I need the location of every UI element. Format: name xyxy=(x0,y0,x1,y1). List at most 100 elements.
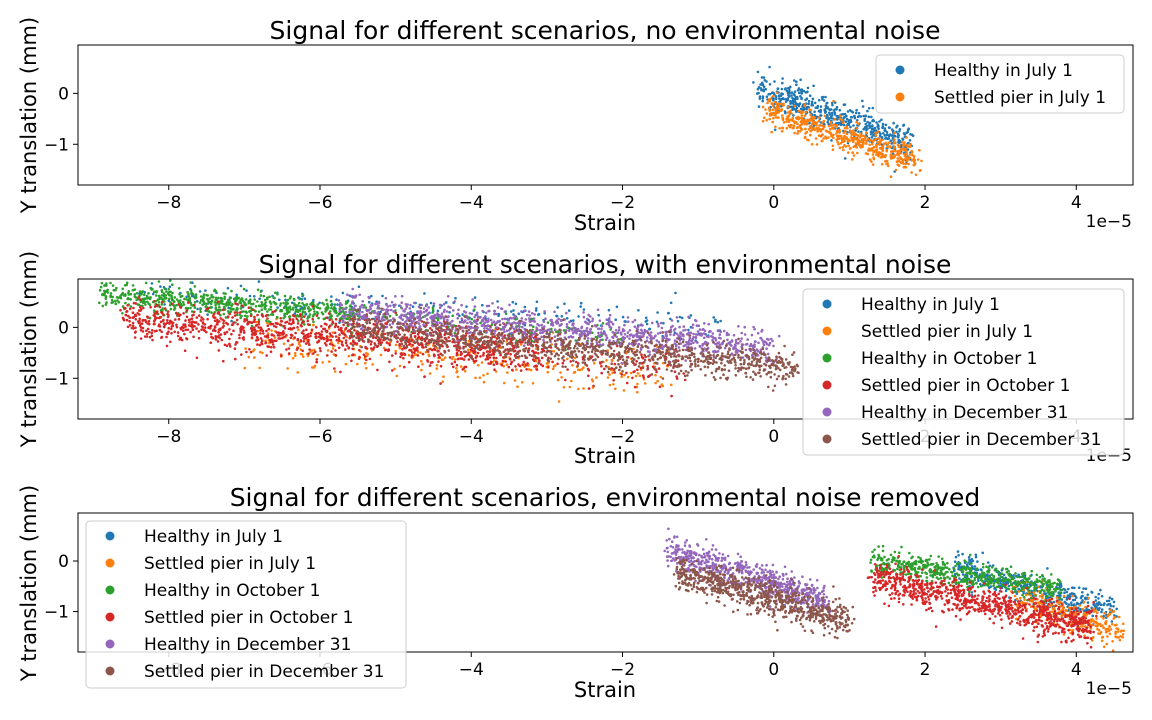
data-point xyxy=(342,336,346,340)
data-point xyxy=(455,353,459,357)
data-point xyxy=(851,158,854,161)
data-point xyxy=(750,360,754,364)
data-point xyxy=(158,305,162,309)
data-point xyxy=(503,310,507,314)
data-point xyxy=(535,326,538,330)
data-point xyxy=(342,332,345,335)
data-point xyxy=(393,367,396,371)
data-point xyxy=(292,321,295,325)
data-point xyxy=(345,300,348,303)
data-point xyxy=(886,143,889,147)
data-point xyxy=(152,290,156,294)
data-point xyxy=(234,357,237,361)
data-point xyxy=(228,337,231,341)
data-point xyxy=(312,320,315,324)
data-point xyxy=(186,290,189,294)
data-point xyxy=(291,356,295,360)
data-point xyxy=(752,325,755,329)
data-point xyxy=(493,312,496,316)
data-point xyxy=(282,301,285,305)
data-point xyxy=(767,106,771,110)
data-point xyxy=(106,288,109,292)
data-point xyxy=(242,287,246,291)
data-point xyxy=(273,309,277,313)
data-point xyxy=(897,159,900,163)
data-point xyxy=(244,347,247,350)
data-point xyxy=(802,120,805,123)
data-point xyxy=(337,341,340,345)
data-point xyxy=(785,89,789,93)
data-point xyxy=(875,121,878,124)
data-point xyxy=(325,316,329,320)
data-point xyxy=(740,343,744,346)
data-point xyxy=(861,145,864,148)
data-point xyxy=(528,319,531,323)
data-point xyxy=(245,311,248,314)
data-point xyxy=(184,325,187,328)
data-point xyxy=(200,298,203,302)
data-point xyxy=(626,375,630,379)
data-point xyxy=(257,320,261,324)
data-point xyxy=(481,303,484,307)
data-point xyxy=(862,127,865,131)
data-point xyxy=(539,363,543,366)
data-point xyxy=(214,298,218,302)
data-point xyxy=(699,333,702,337)
data-point xyxy=(835,108,838,111)
data-point xyxy=(870,115,873,119)
data-point xyxy=(148,335,152,339)
data-point xyxy=(550,337,554,340)
data-point xyxy=(323,342,327,345)
data-point xyxy=(444,301,448,304)
data-point xyxy=(421,352,425,356)
data-point xyxy=(299,318,303,321)
data-point xyxy=(214,296,218,300)
data-point xyxy=(296,371,300,374)
data-point xyxy=(99,285,103,289)
data-point xyxy=(191,324,194,327)
data-point xyxy=(282,316,285,320)
data-point xyxy=(308,350,312,354)
data-point xyxy=(814,106,818,110)
data-point xyxy=(779,109,782,112)
data-point xyxy=(456,375,460,379)
data-point xyxy=(304,342,308,345)
data-point xyxy=(796,117,799,121)
data-point xyxy=(761,105,765,109)
data-point xyxy=(512,313,515,316)
data-point xyxy=(470,346,474,350)
data-point xyxy=(243,331,246,334)
data-point xyxy=(500,363,504,367)
data-point xyxy=(835,138,839,141)
data-point xyxy=(160,330,163,334)
data-point xyxy=(533,330,537,334)
data-point xyxy=(260,341,263,345)
data-point xyxy=(523,309,526,313)
data-point xyxy=(601,322,605,325)
data-point xyxy=(603,367,606,371)
data-point xyxy=(269,350,273,354)
data-point xyxy=(372,336,375,340)
data-point xyxy=(147,292,150,295)
data-point xyxy=(141,330,145,333)
data-point xyxy=(657,367,661,370)
data-point xyxy=(322,303,326,306)
data-point xyxy=(598,361,602,364)
data-point xyxy=(204,289,207,292)
data-point xyxy=(165,335,168,339)
data-point xyxy=(918,169,922,172)
data-point xyxy=(248,300,251,303)
data-point xyxy=(236,323,239,326)
data-point xyxy=(567,335,571,339)
data-point xyxy=(216,300,220,304)
data-point xyxy=(822,137,825,140)
data-point xyxy=(409,303,412,307)
data-point xyxy=(898,128,902,131)
data-point xyxy=(317,316,320,320)
data-point xyxy=(441,345,444,348)
data-point xyxy=(353,315,357,319)
data-point xyxy=(636,390,639,394)
data-point xyxy=(560,315,564,318)
data-point xyxy=(491,321,494,325)
data-point xyxy=(857,115,861,118)
